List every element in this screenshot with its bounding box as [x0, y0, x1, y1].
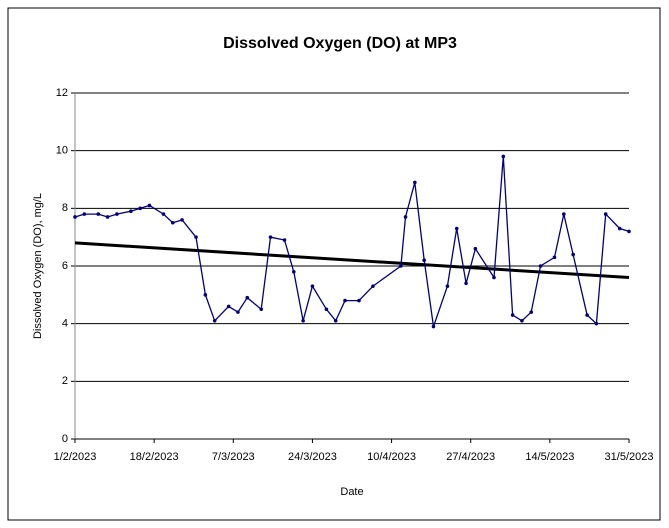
data-point [413, 180, 417, 185]
data-point [268, 235, 273, 239]
data-point [226, 304, 231, 309]
data-point [473, 246, 478, 251]
data-point [603, 212, 608, 216]
data-point [501, 154, 506, 159]
data-point [292, 269, 296, 274]
data-point [194, 235, 198, 239]
data-point [310, 284, 315, 288]
data-point [324, 307, 329, 312]
data-point [203, 293, 208, 297]
data-point [147, 203, 152, 208]
data-point [357, 298, 361, 303]
data-point [585, 313, 589, 317]
data-point [529, 310, 534, 314]
data-point [73, 215, 77, 219]
data-point [301, 318, 305, 323]
data-point [245, 295, 250, 300]
y-tick-label: 4 [62, 318, 68, 330]
data-point [105, 215, 110, 219]
data-point [617, 226, 622, 231]
data-point [212, 318, 217, 323]
data-point [464, 281, 468, 286]
data-point [571, 252, 575, 257]
data-point [422, 258, 426, 263]
data-point [161, 212, 166, 216]
data-point [129, 209, 133, 214]
data-point [538, 264, 543, 268]
x-tick-label: 27/4/2023 [446, 451, 495, 463]
y-tick-label: 10 [56, 145, 68, 157]
x-tick-label: 14/5/2023 [525, 451, 574, 463]
data-point [170, 220, 175, 225]
data-point [492, 275, 496, 280]
data-point [445, 284, 450, 288]
y-axis-label: Dissolved Oxygen (DO), mg/L [32, 193, 44, 339]
data-point [259, 307, 264, 312]
data-point [343, 298, 347, 303]
data-point [510, 313, 515, 317]
data-point [82, 212, 87, 216]
y-tick-label: 6 [62, 260, 68, 272]
data-point [282, 238, 287, 242]
data-point [333, 318, 338, 323]
data-point [627, 229, 631, 234]
x-tick-label: 10/4/2023 [367, 451, 416, 463]
data-point [236, 310, 240, 314]
x-tick-label: 31/5/2023 [605, 451, 654, 463]
x-tick-label: 18/2/2023 [130, 451, 179, 463]
data-point [138, 206, 142, 211]
data-point [403, 215, 408, 219]
data-point [454, 226, 459, 231]
chart-frame [7, 7, 661, 521]
data-point [562, 212, 566, 216]
x-tick-label: 1/2/2023 [54, 451, 97, 463]
y-tick-label: 0 [62, 433, 68, 445]
x-tick-label: 24/3/2023 [288, 451, 337, 463]
data-point [594, 321, 599, 326]
data-point [399, 264, 403, 268]
y-tick-label: 2 [62, 375, 68, 387]
y-tick-label: 8 [62, 202, 68, 214]
trend-line [74, 241, 630, 280]
y-tick-label: 12 [56, 87, 68, 99]
x-tick-label: 7/3/2023 [212, 451, 255, 463]
chart-title: Dissolved Oxygen (DO) at MP3 [223, 35, 457, 52]
data-point [552, 255, 557, 260]
data-point [96, 212, 101, 216]
data-point [431, 324, 436, 329]
x-axis-label: Date [340, 486, 363, 498]
data-point [180, 218, 184, 222]
data-point [115, 212, 119, 216]
data-point [371, 284, 375, 288]
data-point [520, 318, 524, 323]
